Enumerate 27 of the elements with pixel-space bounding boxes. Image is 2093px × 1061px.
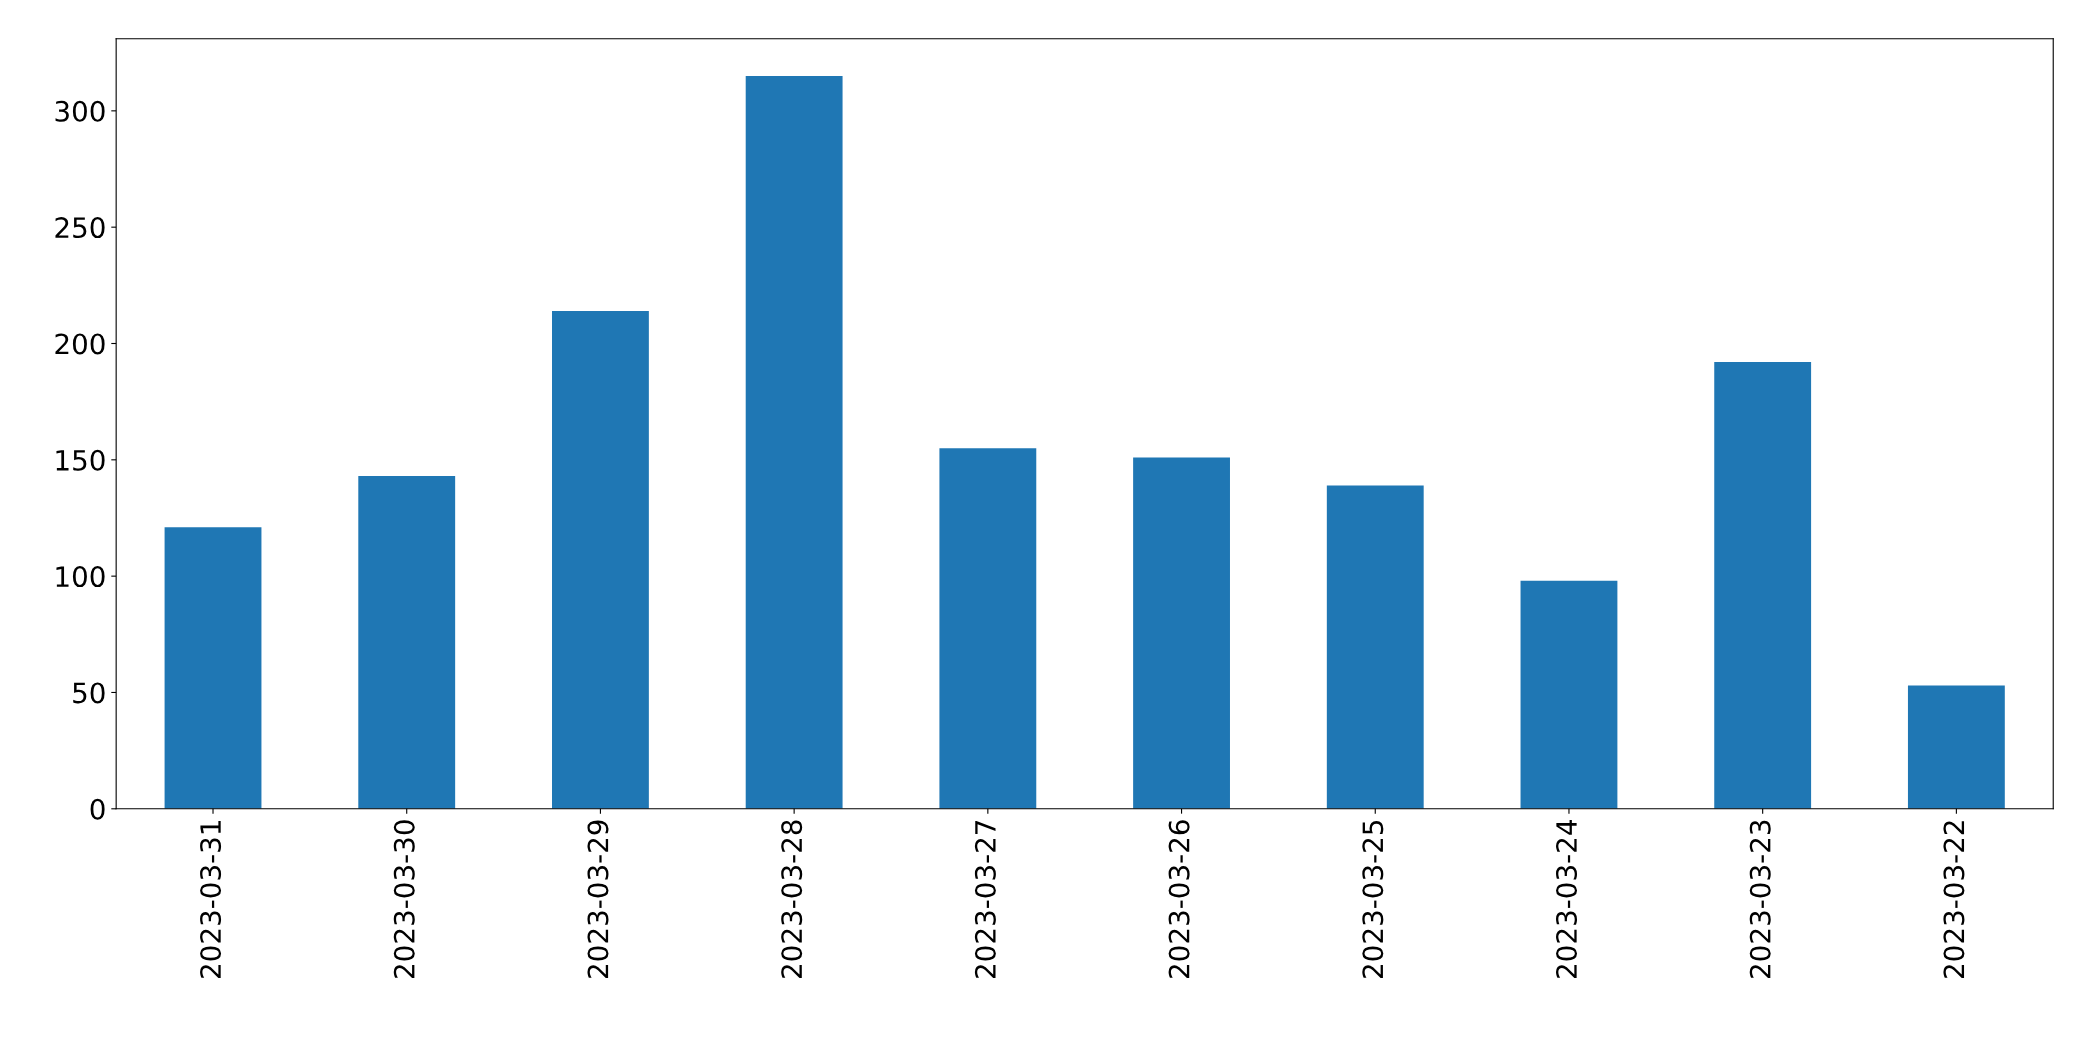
x-tick-label: 2023-03-28 — [781, 820, 803, 978]
x-tick-label: 2023-03-29 — [587, 820, 609, 978]
bar — [552, 310, 649, 809]
bar — [1133, 457, 1230, 809]
x-tick-label: 2023-03-27 — [974, 820, 996, 978]
bar — [939, 448, 1037, 809]
x-tick-label: 2023-03-24 — [1556, 820, 1578, 978]
x-tick-label: 2023-03-30 — [393, 820, 415, 978]
x-tick-label: 2023-03-31 — [200, 821, 222, 978]
y-tick-label: 0 — [90, 798, 105, 820]
x-tick-label: 2023-03-25 — [1362, 820, 1384, 978]
bar — [164, 527, 262, 809]
y-tick-label: 50 — [73, 682, 105, 704]
x-tick-label: 2023-03-26 — [1168, 820, 1190, 978]
x-tick-label: 2023-03-22 — [1943, 821, 1965, 978]
y-tick-label: 200 — [55, 333, 105, 355]
y-tick-label: 250 — [55, 217, 105, 239]
bar — [358, 476, 456, 809]
bar — [745, 75, 843, 809]
bar — [1520, 580, 1618, 809]
y-tick-label: 100 — [56, 566, 105, 588]
x-tick-label: 2023-03-23 — [1749, 820, 1771, 978]
bar — [1714, 362, 1812, 809]
y-tick-label: 150 — [56, 449, 105, 471]
bar — [1326, 485, 1424, 809]
y-tick-label: 300 — [55, 100, 105, 122]
bar — [1907, 685, 2005, 809]
